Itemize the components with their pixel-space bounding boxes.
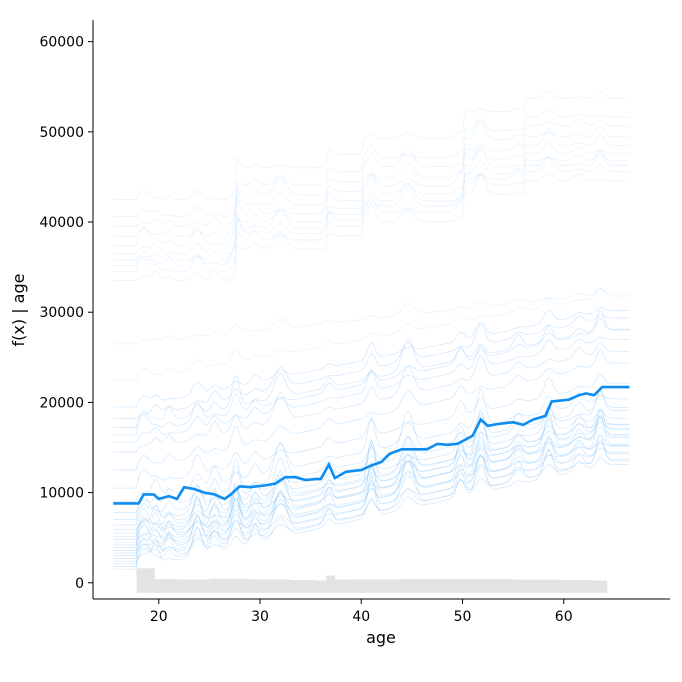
histogram-bar	[401, 578, 483, 593]
x-axis-ticks: 20 30 40 50 60	[150, 599, 573, 625]
ice-curve	[113, 434, 630, 554]
ice-curve	[113, 141, 630, 254]
histogram-bar	[351, 579, 402, 593]
ice-curve	[113, 446, 630, 562]
ice-curve	[113, 318, 630, 436]
y-axis-ticks: 0 10000 20000 30000 40000 50000 60000	[39, 35, 93, 592]
ice-curve	[113, 439, 630, 567]
ice-curve	[113, 310, 630, 428]
y-tick-label: 50000	[39, 125, 84, 141]
ice-curve	[113, 125, 630, 237]
histogram-bar	[315, 580, 326, 593]
histogram-bar	[179, 579, 210, 593]
y-tick-label: 30000	[39, 305, 84, 321]
ice-curve	[113, 448, 630, 570]
histogram-bar	[209, 578, 250, 593]
x-axis-title: age	[366, 628, 396, 647]
y-tick-label: 60000	[39, 35, 84, 51]
ice-curve	[113, 118, 630, 227]
ice-curve	[113, 415, 630, 546]
ice-curve	[113, 388, 630, 502]
ice-curve	[113, 156, 630, 272]
histogram-bar	[594, 580, 608, 593]
ice-curve	[113, 435, 630, 551]
ice-curve	[113, 350, 630, 471]
average-curve	[113, 385, 630, 505]
x-tick-label: 50	[454, 609, 472, 625]
x-tick-label: 30	[251, 609, 269, 625]
histogram-bar	[136, 568, 155, 593]
ice-curve	[113, 426, 630, 543]
histogram-bar	[290, 580, 316, 593]
ice-curve	[113, 433, 630, 565]
ice-curve	[113, 408, 630, 530]
ice-curves	[113, 90, 630, 570]
ice-curve	[113, 408, 630, 534]
x-tick-label: 40	[352, 609, 370, 625]
histogram-bar	[154, 579, 180, 593]
ice-curve	[113, 412, 630, 540]
ice-curve	[113, 90, 630, 200]
ice-curve	[113, 436, 630, 559]
average-curve-line	[113, 385, 630, 505]
ice-curve	[113, 415, 630, 548]
ice-curve	[113, 288, 630, 345]
histogram-bar	[334, 579, 352, 593]
ice-curve	[113, 150, 630, 266]
ice-curve	[113, 107, 630, 217]
ice-curve	[113, 287, 630, 381]
ice-curve	[113, 414, 630, 557]
y-axis-title: f(x) | age	[9, 274, 28, 347]
histogram-bar	[482, 579, 514, 593]
x-tick-label: 20	[150, 609, 168, 625]
y-tick-label: 40000	[39, 215, 84, 231]
y-tick-label: 10000	[39, 486, 84, 502]
ice-curve	[113, 314, 630, 419]
ice-curve	[113, 127, 630, 246]
histogram-bar	[563, 580, 595, 593]
ice-curve	[113, 390, 630, 513]
ice-curve	[113, 404, 630, 526]
ice-curve	[113, 374, 630, 489]
ice-curve	[113, 307, 630, 408]
y-tick-label: 20000	[39, 395, 84, 411]
ice-curve	[113, 342, 630, 453]
ice-curve	[113, 337, 630, 443]
x-tick-label: 60	[555, 609, 573, 625]
y-tick-label: 0	[75, 576, 84, 592]
ice-curve	[113, 153, 630, 261]
ice-curve	[113, 172, 630, 281]
histogram-bar	[513, 579, 564, 593]
age-histogram	[136, 568, 608, 593]
histogram-bar	[325, 575, 335, 593]
histogram-bar	[249, 579, 291, 593]
